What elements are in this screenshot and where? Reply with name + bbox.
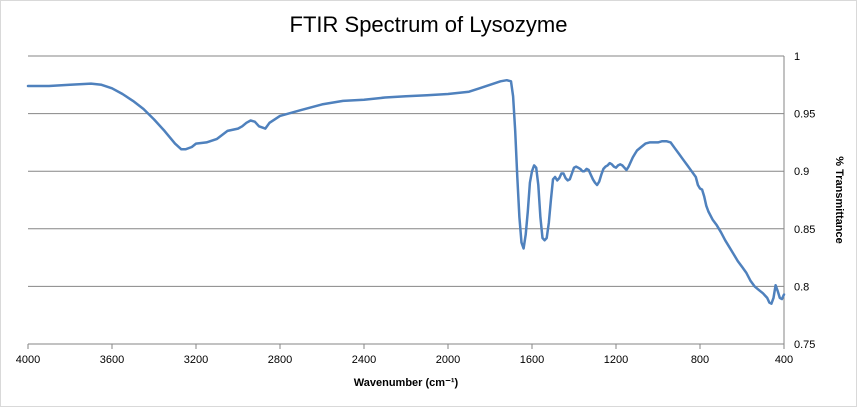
y-tick-label: 0.9 [794, 166, 809, 178]
y-tick-label: 0.8 [794, 281, 809, 293]
series-layer [26, 78, 786, 305]
x-tick-label: 4000 [16, 354, 40, 366]
series-line [26, 78, 786, 305]
y-axis-title: % Transmittance [833, 156, 845, 243]
x-tick-label: 800 [691, 354, 709, 366]
gridlines [28, 55, 785, 345]
y-axis-ticks: 0.75 0.8 0.85 0.9 0.95 1 [794, 51, 815, 351]
x-tick-label: 2800 [268, 354, 292, 366]
x-axis-title: Wavenumber (cm⁻¹) [354, 377, 459, 389]
y-tick-label: 0.75 [794, 339, 815, 351]
y-tick-label: 1 [794, 51, 800, 63]
x-tick-label: 1200 [604, 354, 628, 366]
y-tick-label: 0.95 [794, 109, 815, 121]
x-tick-label: 1600 [520, 354, 544, 366]
x-tick-label: 2400 [352, 354, 376, 366]
chart-title: FTIR Spectrum of Lysozyme [289, 12, 568, 37]
x-axis-ticks: 4000 3600 3200 2800 2400 2000 1600 1200 800 400 [16, 344, 793, 366]
x-tick-label: 400 [775, 354, 793, 366]
y-tick-label: 0.85 [794, 224, 815, 236]
x-tick-label: 3600 [100, 354, 124, 366]
x-tick-label: 2000 [436, 354, 460, 366]
x-tick-label: 3200 [184, 354, 208, 366]
